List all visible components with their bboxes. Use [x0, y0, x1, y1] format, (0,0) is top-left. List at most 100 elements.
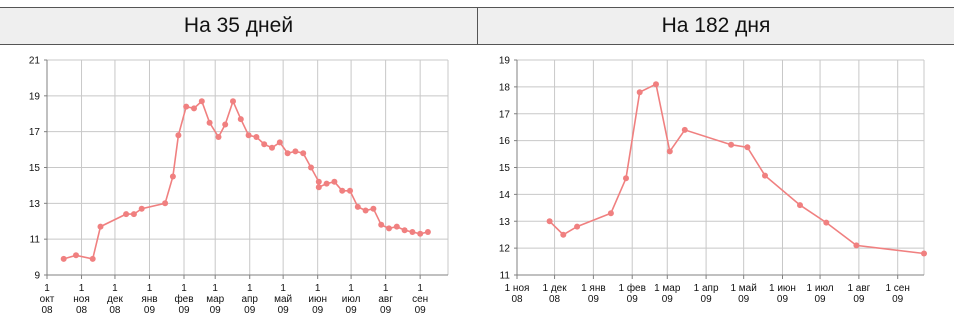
- c182-data-point: [797, 202, 803, 209]
- c35-xtick-label-line: 09: [210, 305, 222, 316]
- c35-data-point: [89, 255, 96, 262]
- c35-xtick-label-line: 08: [109, 305, 121, 316]
- c35-data-point: [370, 205, 377, 212]
- c35-xtick-label: 1 янв 09: [141, 283, 157, 316]
- c182-data-point: [681, 126, 688, 133]
- c182-xtick-label-line: 1 янв: [581, 283, 606, 294]
- c182-xtick-label: 1 май 09: [730, 283, 756, 305]
- c182-data-point: [666, 148, 673, 155]
- c182-data-point: [744, 144, 751, 151]
- c35-xtick-label-line: 1: [247, 283, 253, 294]
- c35-xtick-label: 1 фев 09: [174, 283, 193, 316]
- c182-xtick-label-line: 09: [892, 294, 904, 305]
- c182-xtick-label-line: 09: [662, 294, 674, 305]
- c182-xtick-label-line: 1 июл: [807, 283, 834, 294]
- c35-xtick-label-line: 09: [415, 305, 427, 316]
- c35-data-point: [393, 223, 400, 230]
- c35-data-point: [162, 200, 169, 207]
- c182-xtick-label: 1 июн 09: [769, 283, 796, 305]
- c35-data-point: [183, 103, 190, 110]
- c35-ytick-label: 17: [29, 127, 41, 138]
- c35-xtick-label-line: сен: [412, 294, 428, 305]
- c35-xtick-label-line: июн: [308, 294, 327, 305]
- c35-xtick-label: 1 окт 08: [40, 283, 55, 316]
- c182-xtick-label: 1 авг 09: [847, 283, 870, 305]
- c35-data-point: [123, 211, 130, 218]
- c35-data-point: [339, 187, 346, 194]
- c35-data-point: [401, 227, 408, 234]
- c182-xtick-label-line: 09: [738, 294, 750, 305]
- c35-data-point: [354, 203, 361, 210]
- c182-ytick-label: 11: [500, 271, 511, 282]
- c35-data-point: [97, 223, 104, 230]
- c35-data-point: [362, 207, 369, 214]
- c182-xtick-label: 1 фев 09: [618, 282, 645, 305]
- c182-xtick-label-line: 1 авг: [847, 283, 870, 294]
- c35-data-point: [269, 144, 275, 151]
- c35-xtick-label-line: 09: [312, 305, 324, 316]
- c182-xtick-label-line: 1 мар: [654, 283, 681, 294]
- c35-data-point: [230, 98, 236, 105]
- c35-xtick-label: 1 мар 09: [206, 283, 224, 316]
- c182-xtick-label-line: 1 дек: [543, 283, 568, 294]
- c35-xtick-label: 1 апр 09: [241, 283, 258, 316]
- c182-xtick-label-line: 09: [814, 294, 826, 305]
- c35-data-point: [222, 121, 229, 128]
- c35-xtick-label-line: 09: [380, 305, 392, 316]
- c182-xtick-label: 1 сен 09: [885, 283, 909, 305]
- c182-xtick-label: 1 мар 09: [654, 283, 681, 305]
- c35-data-point: [130, 211, 137, 218]
- c35-data-point: [417, 230, 424, 237]
- c182-data-point: [823, 219, 830, 226]
- c35-data-point: [253, 134, 260, 140]
- c182-series-line: [549, 83, 925, 255]
- c182-xtick-label-line: 1 июн: [769, 283, 796, 294]
- c35-data-point: [409, 229, 416, 235]
- c35-xtick-label-line: 1: [44, 283, 50, 294]
- c35-xtick-label-line: 1: [147, 283, 153, 294]
- c35-data-point: [386, 225, 392, 232]
- c182-ytick-label: 19: [499, 56, 511, 67]
- c182-xtick-label-line: 1 фев: [618, 282, 645, 294]
- c182-data-point: [623, 175, 629, 182]
- c182-data-point: [560, 231, 567, 238]
- c35-data-point: [169, 173, 176, 180]
- c35-ytick-label: 19: [29, 91, 41, 102]
- c35-ytick-label: 9: [34, 271, 40, 282]
- c182-xtick-label-line: 1 май: [730, 283, 756, 294]
- c35-xtick-label-line: 1: [181, 283, 187, 294]
- c35-data-point: [245, 132, 252, 139]
- c35-xtick-label-line: фев: [174, 293, 193, 305]
- c35-data-point: [215, 134, 222, 140]
- c182-data-point: [728, 141, 735, 148]
- c182-ytick-label: 17: [499, 109, 511, 120]
- c35-ytick-label: 13: [29, 199, 41, 210]
- c35-data-point: [315, 178, 322, 185]
- c35-data-point: [261, 141, 268, 148]
- c182-ytick-label: 18: [499, 82, 511, 93]
- header-title-35: На 35 дней: [183, 14, 294, 37]
- c35-xtick-label-line: май: [274, 294, 292, 305]
- c182-xtick-label-line: 1 апр: [694, 283, 719, 294]
- c35-data-point: [323, 180, 330, 187]
- c35-xtick-label-line: 09: [244, 305, 256, 316]
- c182-xtick-label-line: 09: [701, 294, 713, 305]
- c182-data-point: [546, 218, 553, 225]
- c35-data-point: [284, 150, 291, 157]
- c182-ytick-label: 13: [499, 217, 511, 228]
- header-bar: На 35 дней На 182 дня: [0, 7, 954, 45]
- c182-ytick-label: 16: [499, 136, 511, 147]
- c35-data-point: [378, 221, 385, 228]
- c35-data-point: [300, 150, 307, 157]
- c35-xtick-label-line: 1: [79, 283, 85, 294]
- c35-data-point: [276, 139, 283, 146]
- c35-xtick-label-line: 09: [144, 305, 156, 316]
- c35-xtick-label-line: ноя: [73, 294, 90, 305]
- c182-xtick-label: 1 ноя 08: [505, 283, 530, 305]
- c35-xtick-label-line: дек: [107, 294, 123, 305]
- c182-xtick-label: 1 апр 09: [694, 283, 719, 305]
- c182-data-point: [636, 89, 643, 96]
- c35-xtick-label: 1 май 09: [274, 283, 292, 316]
